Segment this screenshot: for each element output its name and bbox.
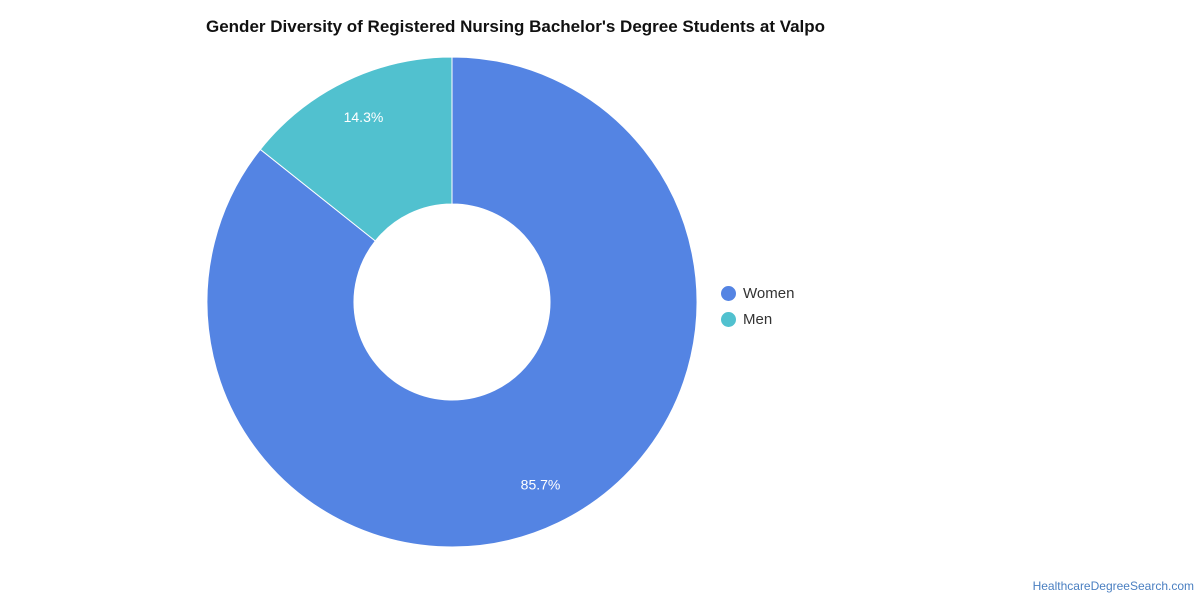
source-credit-link[interactable]: HealthcareDegreeSearch.com: [1032, 579, 1194, 593]
legend-swatch-men: [721, 311, 736, 327]
legend-swatch-women: [721, 285, 736, 301]
legend-item-women[interactable]: Women: [721, 280, 794, 306]
donut-slice-men[interactable]: [259, 56, 453, 242]
donut-slice-labels: 85.7% 14.3%: [344, 109, 561, 492]
slice-label-men: 14.3%: [344, 109, 384, 125]
slice-label-women: 85.7%: [521, 476, 561, 492]
donut-slices: [206, 56, 698, 548]
legend-label-men: Men: [743, 310, 773, 328]
donut-slice-women[interactable]: [206, 56, 698, 548]
chart-legend: Women Men: [721, 280, 794, 332]
legend-item-men[interactable]: Men: [721, 306, 794, 332]
chart-title: Gender Diversity of Registered Nursing B…: [206, 17, 826, 36]
legend-label-women: Women: [743, 284, 795, 302]
